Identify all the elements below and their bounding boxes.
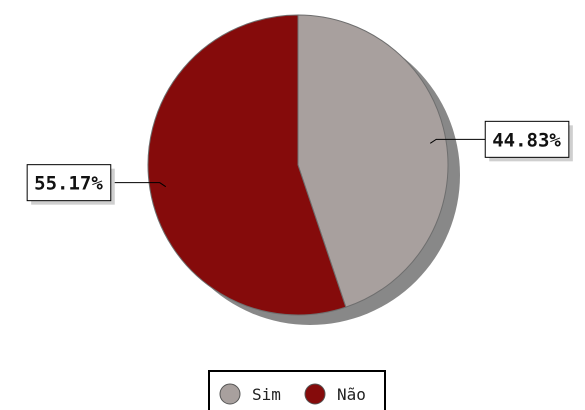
data-label-sim: 44.83% [492,129,561,151]
legend-label-sim: Sim [252,385,281,404]
legend-marker-nao [304,383,326,405]
data-label-box [26,164,112,202]
data-labels: 44.83% 55.17% [26,120,573,205]
legend-marker-sim [219,383,241,405]
leader-line [110,182,167,188]
pie-slice-no [147,14,347,316]
data-label-no: 55.17% [34,173,103,195]
data-label-box [484,120,570,158]
leader-line [429,138,486,144]
pie-slice-sim [297,14,449,308]
pie-slices [147,14,449,316]
legend-label-nao: Não [337,385,366,404]
legend: Sim Não [208,370,386,410]
